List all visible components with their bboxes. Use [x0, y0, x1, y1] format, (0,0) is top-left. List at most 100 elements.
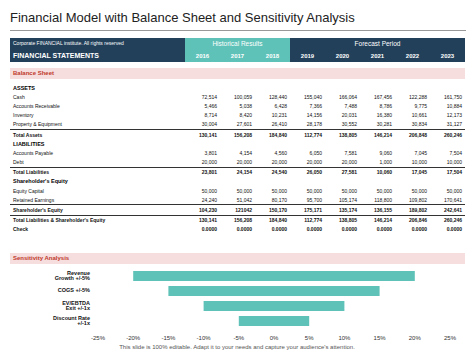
- html-text:Debt: Debt: [13, 159, 24, 166]
- html-text:146,214: 146,214: [373, 131, 392, 138]
- html-text:27,581: 27,581: [341, 169, 357, 176]
- html-text:166,064: 166,064: [338, 93, 357, 100]
- html-text:LIABILITIES: LIABILITIES: [13, 140, 45, 147]
- html-text:122,288: 122,288: [408, 93, 427, 100]
- html-text:Shareholder's Equity: Shareholder's Equity: [13, 178, 68, 185]
- html-text:4,154: 4,154: [239, 149, 252, 156]
- html-text:30,004: 30,004: [201, 121, 217, 128]
- html-text:23,801: 23,801: [201, 169, 217, 176]
- html-text:2018: 2018: [265, 52, 280, 59]
- html-text:12,173: 12,173: [446, 112, 462, 119]
- html-text:2017: 2017: [230, 52, 245, 59]
- html-text:112,774: 112,774: [304, 131, 322, 138]
- html-text:24,154: 24,154: [236, 169, 252, 176]
- svg-text:Discount Rate+/-1x: Discount Rate+/-1x: [53, 315, 91, 327]
- html-text:50,000: 50,000: [306, 187, 322, 194]
- html-text:4,560: 4,560: [274, 149, 287, 156]
- html-text:20,031: 20,031: [341, 112, 357, 119]
- html-text:20,000: 20,000: [201, 159, 217, 166]
- html-text:130,141: 130,141: [198, 131, 217, 138]
- html-text:100,059: 100,059: [233, 93, 252, 100]
- html-text:50,000: 50,000: [341, 187, 357, 194]
- html-text:Inventory: Inventory: [13, 112, 34, 119]
- html-text:Forecast Period: Forecast Period: [354, 40, 401, 47]
- html-text:17,045: 17,045: [411, 169, 427, 176]
- html-text:Financial Model with Balance S: Financial Model with Balance Sheet and S…: [10, 10, 355, 25]
- svg-text:-25%: -25%: [91, 335, 106, 341]
- svg-text:10%: 10%: [338, 335, 351, 341]
- svg-text:COGS +/-5%: COGS +/-5%: [58, 287, 90, 293]
- html-text:7,045: 7,045: [414, 149, 427, 156]
- html-text:156,208: 156,208: [233, 131, 252, 138]
- html-text:8,714: 8,714: [204, 112, 217, 119]
- html-text:260,246: 260,246: [443, 131, 462, 138]
- html-text:2016: 2016: [195, 52, 210, 59]
- html-text:155,040: 155,040: [303, 93, 322, 100]
- html-text:161,750: 161,750: [443, 93, 462, 100]
- html-text:10,231: 10,231: [271, 112, 287, 119]
- html-text:6,050: 6,050: [309, 149, 322, 156]
- html-text:Accounts Payable: Accounts Payable: [13, 149, 53, 156]
- svg-text:20%: 20%: [409, 335, 422, 341]
- html-text:2019: 2019: [300, 52, 315, 59]
- html-text:FINANCIAL STATEMENTS: FINANCIAL STATEMENTS: [13, 52, 99, 59]
- html-text:50,000: 50,000: [236, 187, 252, 194]
- html-text:10,661: 10,661: [411, 112, 427, 119]
- html-text:184,840: 184,840: [268, 131, 287, 138]
- html-text:7,581: 7,581: [344, 149, 357, 156]
- svg-text:EV/EBTDAExit +/-1x: EV/EBTDAExit +/-1x: [62, 300, 91, 312]
- html-text:8,420: 8,420: [239, 112, 252, 119]
- html-text:Equity Capital: Equity Capital: [13, 187, 44, 194]
- html-text:27,601: 27,601: [236, 121, 252, 128]
- html-text:16,380: 16,380: [376, 112, 392, 119]
- html-text:7,504: 7,504: [449, 149, 462, 156]
- html-text:20,000: 20,000: [341, 159, 357, 166]
- svg-text:-20%: -20%: [126, 335, 141, 341]
- svg-text:25%: 25%: [444, 335, 457, 341]
- html-text:14,156: 14,156: [306, 112, 322, 119]
- html-text:30,281: 30,281: [376, 121, 392, 128]
- html-text:24,540: 24,540: [271, 169, 287, 176]
- html-text:Historical Results: Historical Results: [212, 40, 263, 47]
- html-text:2020: 2020: [335, 52, 350, 59]
- html-text:2023: 2023: [440, 52, 455, 59]
- html-text:50,000: 50,000: [376, 187, 392, 194]
- html-text:30,552: 30,552: [341, 121, 357, 128]
- svg-text:5%: 5%: [305, 335, 314, 341]
- html-text:50,000: 50,000: [271, 187, 287, 194]
- html-text:10,000: 10,000: [446, 159, 462, 166]
- svg-text:RevenueGrowth +/-5%: RevenueGrowth +/-5%: [55, 270, 90, 282]
- svg-text:15%: 15%: [374, 335, 387, 341]
- html-text:2022: 2022: [405, 52, 420, 59]
- html-text:Property & Equipment: Property & Equipment: [13, 121, 62, 128]
- html-text:26,410: 26,410: [271, 121, 287, 128]
- html-text:10,060: 10,060: [376, 169, 392, 176]
- html-text:206,848: 206,848: [408, 131, 427, 138]
- html-text:50,000: 50,000: [201, 187, 217, 194]
- html-text:ASSETS: ASSETS: [13, 84, 35, 91]
- html-text:10,000: 10,000: [411, 159, 427, 166]
- svg-text:-10%: -10%: [197, 335, 212, 341]
- html-text:20,000: 20,000: [271, 159, 287, 166]
- html-text:3,801: 3,801: [204, 149, 217, 156]
- html-text:20,000: 20,000: [236, 159, 252, 166]
- html-text:28,178: 28,178: [306, 121, 322, 128]
- html-text:31,127: 31,127: [446, 121, 462, 128]
- svg-text:-5%: -5%: [233, 335, 244, 341]
- html-text:128,440: 128,440: [268, 93, 287, 100]
- svg-text:-15%: -15%: [161, 335, 176, 341]
- html-text:26,050: 26,050: [306, 169, 322, 176]
- html-text:9,060: 9,060: [379, 149, 392, 156]
- html-text:72,514: 72,514: [201, 93, 217, 100]
- html-text:Total Assets: Total Assets: [13, 131, 43, 138]
- html-text:1,000: 1,000: [379, 159, 392, 166]
- html-text:30,834: 30,834: [411, 121, 427, 128]
- html-text:2021: 2021: [370, 52, 385, 59]
- html-text:167,456: 167,456: [373, 93, 392, 100]
- html-text:138,805: 138,805: [338, 131, 357, 138]
- html-text:20,000: 20,000: [306, 159, 322, 166]
- html-text:17,504: 17,504: [446, 169, 462, 176]
- html-text:Cash: Cash: [13, 93, 25, 100]
- html-text:Total Liabilities: Total Liabilities: [13, 169, 49, 176]
- svg-text:0%: 0%: [270, 335, 279, 341]
